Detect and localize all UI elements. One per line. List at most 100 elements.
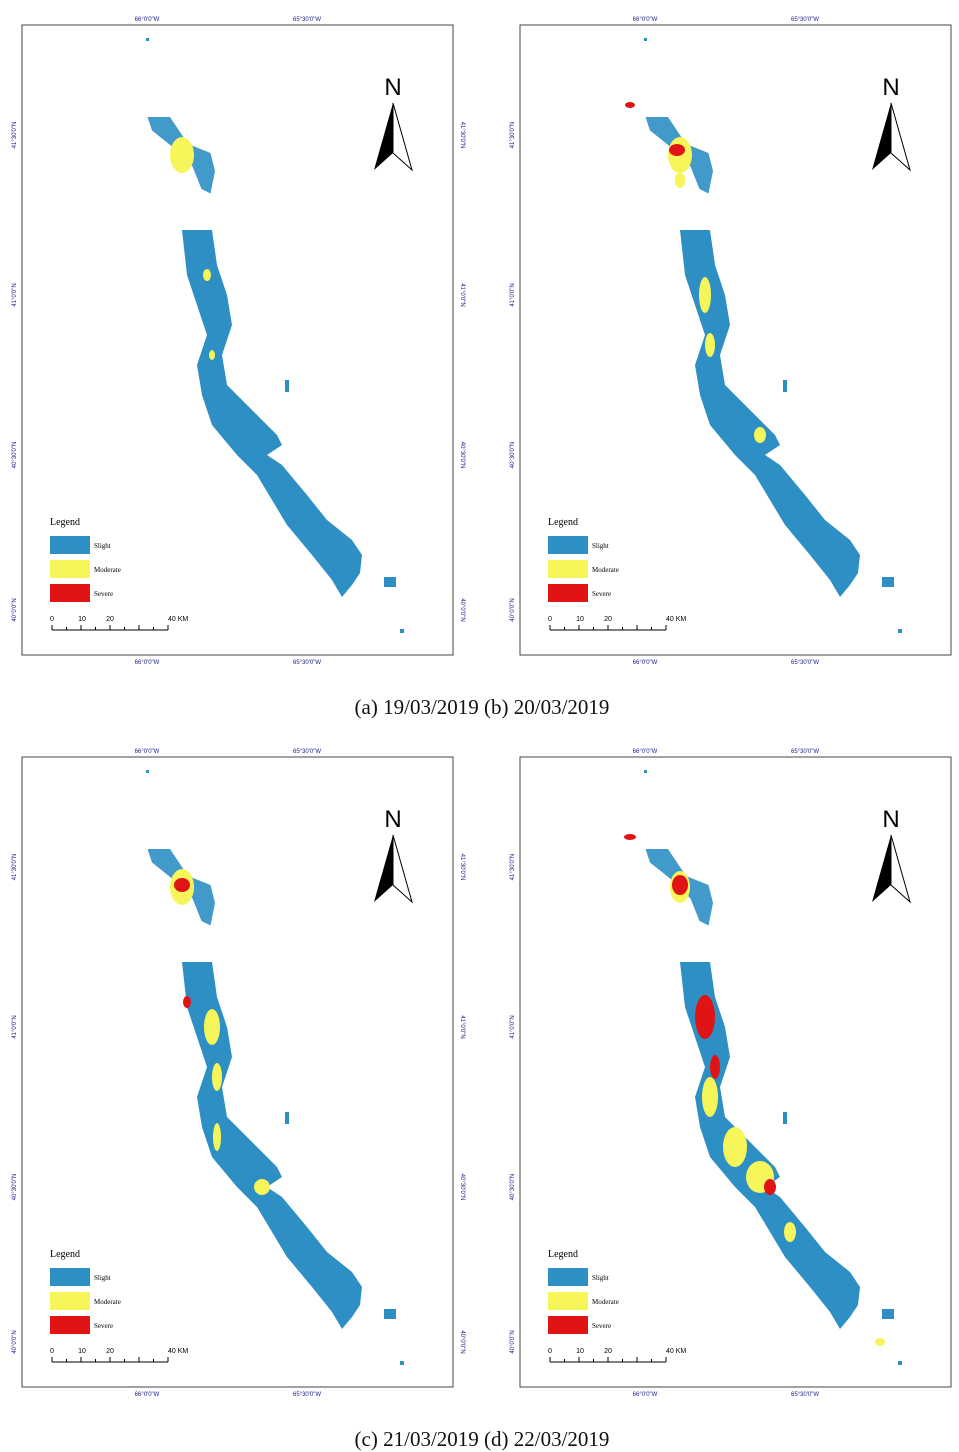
legend-label: Moderate — [94, 566, 121, 574]
flood-patch — [710, 1055, 720, 1079]
latitude-label: 41°30'0"N — [12, 122, 18, 149]
map-panel: N 66°0'0"W 66°0'0"W 65°30'0"W 65°30'0"W 41°30… — [510, 17, 952, 666]
flood-area — [285, 1112, 289, 1124]
flood-patch — [754, 427, 766, 443]
north-arrow — [890, 834, 911, 904]
legend-swatch — [50, 1316, 90, 1334]
flood-patch — [705, 333, 715, 357]
north-label: N — [882, 806, 899, 833]
flood-area — [146, 770, 149, 773]
legend-label: Slight — [592, 1274, 609, 1282]
latitude-label: 41°0'0"N — [459, 283, 465, 306]
latitude-label: 40°30'0"N — [12, 1174, 18, 1201]
flood-patch — [695, 995, 715, 1039]
flood-area — [680, 230, 860, 597]
latitude-label: 40°30'0"N — [510, 1174, 516, 1201]
legend-title: Legend — [548, 517, 578, 528]
scale-label: 20 — [604, 616, 612, 623]
scale-label: 10 — [576, 616, 584, 623]
north-arrow — [392, 102, 413, 172]
legend-swatch — [50, 560, 90, 578]
scale-label: 0 — [548, 616, 552, 623]
scale-label: 0 — [50, 1348, 54, 1355]
longitude-label: 65°30'0"W — [293, 17, 321, 23]
scale-label: 10 — [576, 1348, 584, 1355]
latitude-label: 41°0'0"N — [12, 1015, 18, 1038]
flood-patch — [669, 144, 685, 156]
legend-swatch — [548, 536, 588, 554]
legend-title: Legend — [548, 1249, 578, 1260]
legend-label: Moderate — [592, 566, 619, 574]
caption: (c) 21/03/2019 (d) 22/03/2019 — [355, 1427, 610, 1451]
flood-patch — [209, 350, 215, 360]
north-label: N — [384, 806, 401, 833]
legend-label: Slight — [94, 1274, 111, 1282]
legend-title: Legend — [50, 517, 80, 528]
flood-patch — [764, 1179, 776, 1195]
flood-patch — [702, 1077, 718, 1117]
latitude-label: 40°0'0"N — [459, 1330, 465, 1353]
scale-label: 40 KM — [168, 616, 188, 623]
flood-patch — [213, 1123, 221, 1151]
flood-patch — [699, 277, 711, 313]
flood-area — [898, 629, 902, 633]
longitude-label: 65°30'0"W — [791, 1392, 819, 1398]
map-frame — [21, 756, 454, 1388]
caption: (a) 19/03/2019 (b) 20/03/2019 — [355, 695, 610, 719]
north-arrow — [374, 103, 393, 170]
legend-swatch — [548, 584, 588, 602]
scale-label: 20 — [106, 616, 114, 623]
scale-label: 20 — [106, 1348, 114, 1355]
flood-area — [285, 380, 289, 392]
flood-patch — [183, 996, 191, 1008]
longitude-label: 66°0'0"W — [135, 1392, 160, 1398]
flood-area — [644, 770, 647, 773]
flood-area — [898, 1361, 902, 1365]
latitude-label: 40°0'0"N — [510, 1330, 516, 1353]
map-frame — [21, 24, 454, 656]
flood-patch — [672, 875, 688, 895]
flood-area — [644, 38, 647, 41]
legend-label: Severe — [94, 590, 113, 598]
flood-patch — [212, 1063, 222, 1091]
legend-swatch — [548, 1268, 588, 1286]
longitude-label: 66°0'0"W — [135, 749, 160, 755]
legend-swatch — [50, 1292, 90, 1310]
latitude-label: 40°30'0"N — [510, 442, 516, 469]
latitude-label: 41°0'0"N — [12, 283, 18, 306]
latitude-label: 41°0'0"N — [459, 1015, 465, 1038]
longitude-label: 66°0'0"W — [633, 17, 658, 23]
scale-label: 10 — [78, 1348, 86, 1355]
latitude-label: 41°30'0"N — [510, 122, 516, 149]
flood-patch — [624, 834, 636, 840]
latitude-label: 41°0'0"N — [510, 1015, 516, 1038]
legend-swatch — [50, 536, 90, 554]
latitude-label: 41°30'0"N — [459, 854, 465, 881]
scale-label: 40 KM — [168, 1348, 188, 1355]
flood-area — [384, 1309, 396, 1319]
legend-label: Slight — [94, 542, 111, 550]
longitude-label: 65°30'0"W — [293, 660, 321, 666]
longitude-label: 66°0'0"W — [135, 17, 160, 23]
longitude-label: 65°30'0"W — [293, 1392, 321, 1398]
legend-swatch — [548, 1316, 588, 1334]
flood-area — [680, 962, 860, 1329]
latitude-label: 41°30'0"N — [12, 854, 18, 881]
legend-label: Moderate — [94, 1298, 121, 1306]
legend-swatch — [50, 1268, 90, 1286]
longitude-label: 65°30'0"W — [791, 17, 819, 23]
flood-area — [146, 38, 149, 41]
north-label: N — [384, 74, 401, 101]
north-arrow — [872, 103, 891, 170]
longitude-label: 65°30'0"W — [791, 660, 819, 666]
map-panel: N 66°0'0"W 66°0'0"W 65°30'0"W 65°30'0"W 41°30… — [510, 749, 952, 1398]
flood-area — [400, 629, 404, 633]
flood-patch — [174, 878, 190, 892]
longitude-label: 66°0'0"W — [633, 749, 658, 755]
legend-label: Severe — [592, 590, 611, 598]
legend-label: Severe — [94, 1322, 113, 1330]
longitude-label: 65°30'0"W — [791, 749, 819, 755]
north-arrow — [374, 835, 393, 902]
flood-patch — [723, 1127, 747, 1167]
